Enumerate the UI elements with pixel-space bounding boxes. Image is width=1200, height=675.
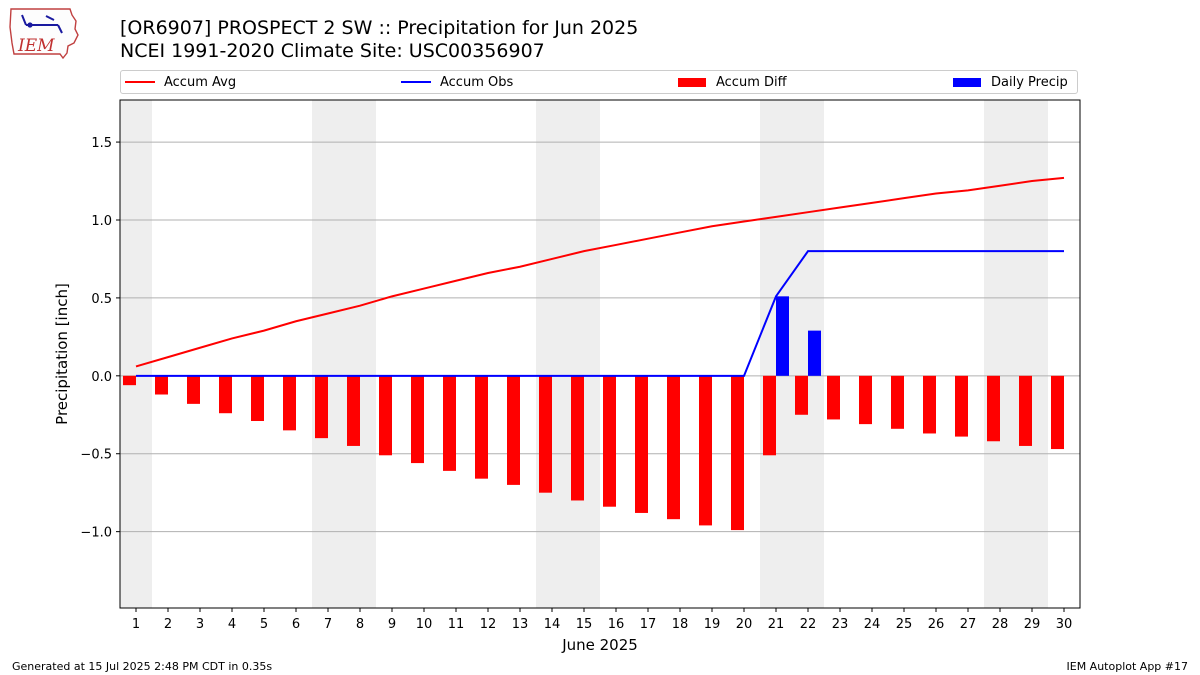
x-tick-label-26: 26 [928,617,945,632]
iowa-state-outline-icon [9,8,79,59]
x-tick-label-20: 20 [736,617,753,632]
legend-label-daily-precip: Daily Precip [991,74,1068,90]
accum-diff-bar-day-15 [571,375,584,501]
y-tick-label-2: 0.0 [91,370,112,385]
accum-diff-bar-day-26 [923,375,936,434]
accum-diff-bar-day-13 [507,375,520,485]
x-tick-label-29: 29 [1024,617,1041,632]
x-tick-label-18: 18 [672,617,689,632]
x-tick-label-27: 27 [960,617,977,632]
accum-diff-bar-day-20 [731,375,744,531]
x-tick-label-14: 14 [544,617,561,632]
accum-diff-bar-day-4 [219,375,232,414]
x-tick-label-24: 24 [864,617,881,632]
x-tick-label-15: 15 [576,617,593,632]
x-tick-label-5: 5 [260,617,268,632]
x-tick-label-12: 12 [480,617,497,632]
accum-diff-bar-day-19 [699,375,712,526]
x-tick-label-3: 3 [196,617,204,632]
iem-logo: IEM [9,8,79,59]
legend-label-accum-obs: Accum Obs [440,74,514,90]
accum-diff-bar-day-30 [1051,375,1064,450]
legend-swatch-accum-diff [678,77,706,87]
accum-diff-bar-day-18 [667,375,680,520]
x-tick-label-21: 21 [768,617,785,632]
y-tick-label-4: 1.0 [91,214,112,229]
x-tick-label-19: 19 [704,617,721,632]
accum-avg-line [135,176,1065,368]
accum-diff-bar-day-25 [891,375,904,429]
accum-obs-line [136,250,1064,377]
accum-diff-bar-day-21 [763,375,776,456]
accum-diff-bar-day-3 [187,375,200,404]
accum-diff-bar-day-2 [155,375,168,395]
footer-generated: Generated at 15 Jul 2025 2:48 PM CDT in … [12,660,273,673]
logo-text: IEM [17,36,55,56]
accum-diff-bar-day-5 [251,375,264,422]
y-tick-label-1: −0.5 [80,448,112,463]
accum-diff-bar-day-14 [539,375,552,493]
weekend-shade-1 [120,100,152,608]
x-tick-label-17: 17 [640,617,657,632]
daily-precip-bar-day-22 [808,330,821,376]
x-tick-label-4: 4 [228,617,236,632]
chart-subtitle: NCEI 1991-2020 Climate Site: USC00356907 [120,40,545,62]
legend-item-accum-avg: Accum Avg [125,71,236,93]
x-tick-label-16: 16 [608,617,625,632]
x-axis-label: June 2025 [561,636,638,654]
chart-title: [OR6907] PROSPECT 2 SW :: Precipitation … [120,17,639,39]
plot-frame [119,99,1081,609]
legend-label-accum-avg: Accum Avg [164,74,237,90]
x-tick-label-11: 11 [448,617,465,632]
x-tick-label-23: 23 [832,617,849,632]
weekend-shade-3 [536,100,600,608]
y-axis-label: Precipitation [inch] [53,283,71,425]
accum-diff-bar-day-7 [315,375,328,439]
y-tick-label-0: −1.0 [80,526,112,541]
daily-precip-bar-day-21 [776,296,789,376]
accum-diff-bar-day-16 [603,375,616,507]
y-tick-label-5: 1.5 [91,136,112,151]
accum-diff-bar-day-27 [955,375,968,437]
accum-diff-bar-day-24 [859,375,872,425]
accum-diff-bar-day-17 [635,375,648,513]
x-tick-label-10: 10 [416,617,433,632]
accum-diff-bar-day-23 [827,375,840,420]
accum-diff-bar-day-10 [411,375,424,464]
legend-item-accum-diff: Accum Diff [678,71,787,93]
legend-swatch-accum-avg [125,81,155,83]
weather-symbol-icon [21,14,63,34]
x-tick-label-30: 30 [1056,617,1073,632]
legend-item-daily-precip: Daily Precip [953,71,1068,93]
x-tick-label-8: 8 [356,617,364,632]
accum-diff-bar-day-11 [443,375,456,471]
x-tick-label-25: 25 [896,617,913,632]
legend: Accum Avg Accum Obs Accum Diff Daily Pre… [120,70,1078,94]
y-tick-label-3: 0.5 [91,292,112,307]
accum-diff-bar-day-28 [987,375,1000,442]
footer-app: IEM Autoplot App #17 [1066,660,1189,673]
x-tick-label-9: 9 [388,617,396,632]
x-tick-label-28: 28 [992,617,1009,632]
x-tick-label-6: 6 [292,617,300,632]
accum-diff-bar-day-9 [379,375,392,456]
weekend-shade-5 [984,100,1048,608]
accum-diff-bar-day-1 [123,375,136,386]
x-tick-label-22: 22 [800,617,817,632]
accum-diff-bar-day-12 [475,375,488,479]
x-tick-label-13: 13 [512,617,529,632]
legend-item-accum-obs: Accum Obs [401,71,513,93]
x-tick-label-7: 7 [324,617,332,632]
accum-diff-bar-day-6 [283,375,296,431]
accum-diff-bar-day-8 [347,375,360,446]
legend-label-accum-diff: Accum Diff [716,74,787,90]
accum-diff-bar-day-22 [795,375,808,415]
legend-swatch-daily-precip [953,77,981,87]
accum-diff-bar-day-29 [1019,375,1032,446]
x-tick-label-1: 1 [132,617,140,632]
x-tick-label-2: 2 [164,617,172,632]
legend-swatch-accum-obs [401,81,431,83]
weekend-shade-2 [312,100,376,608]
